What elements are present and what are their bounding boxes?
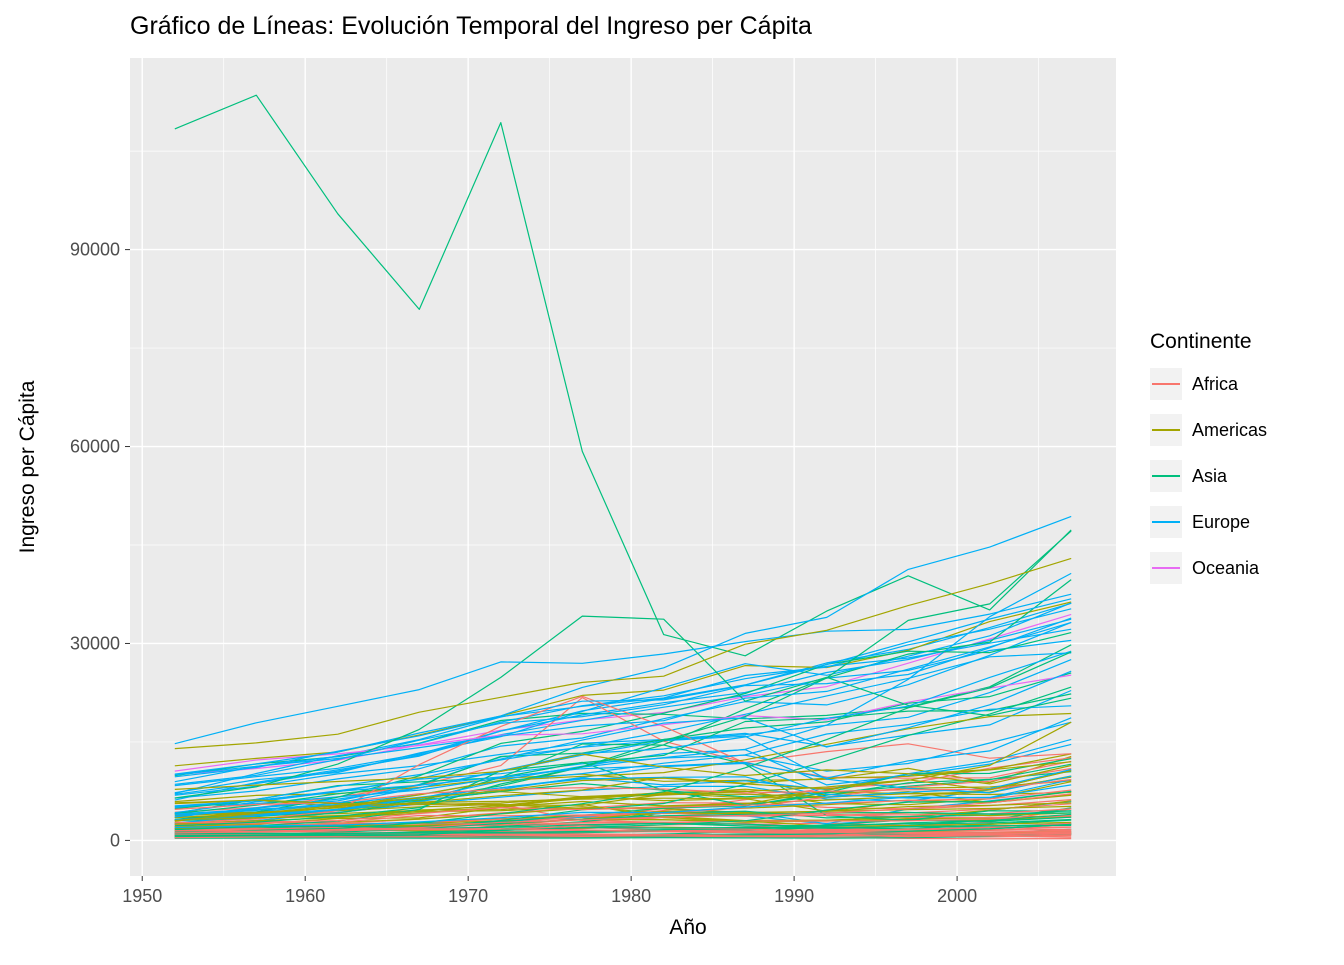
series-line-norway (174, 515, 1072, 775)
gridlines-major (130, 58, 1116, 876)
gridlines-minor (130, 58, 1116, 876)
x-tick-label: 1950 (122, 886, 162, 906)
chart-title: Gráfico de Líneas: Evolución Temporal de… (130, 12, 812, 40)
legend-line-sample (1152, 383, 1180, 385)
y-axis-tick-labels: 0 30000 60000 90000 (70, 240, 120, 851)
series-line-new-zealand (174, 674, 1072, 772)
series-lines (174, 94, 1072, 840)
series-line-switzerland (174, 593, 1072, 745)
series-line-tunisia (174, 793, 1072, 832)
series-line-israel (174, 672, 1072, 815)
series-line-puerto-rico (174, 712, 1072, 821)
legend-line-sample (1152, 429, 1180, 431)
series-line-finland (174, 621, 1072, 799)
legend-label: Americas (1192, 419, 1268, 440)
series-line-belgium (174, 618, 1072, 787)
series-line-saudi-arabia (174, 615, 1072, 799)
series-line-oman (174, 693, 1072, 829)
series-line-sudan (174, 822, 1072, 832)
legend-key-swatch (1150, 506, 1182, 538)
x-axis-title: Año (669, 916, 707, 939)
series-line-japan (174, 632, 1072, 820)
series-line-zambia (174, 828, 1072, 835)
y-axis-title: Ingreso per Cápita (16, 380, 39, 554)
legend-key-swatch (1150, 368, 1182, 400)
series-line-netherlands (174, 598, 1072, 783)
legend-item-europe: Europe (1150, 506, 1267, 538)
legend-line-sample (1152, 567, 1180, 569)
series-line-algeria (174, 799, 1072, 825)
series-line-sweden (174, 617, 1072, 785)
series-line-taiwan (174, 651, 1072, 834)
series-line-kuwait (174, 94, 1072, 657)
series-line-turkey (174, 784, 1072, 829)
legend-label: Oceania (1192, 557, 1260, 578)
series-line-myanmar (174, 833, 1072, 839)
series-line-slovak-republic (174, 717, 1072, 808)
series-line-zimbabwe (174, 834, 1072, 839)
series-line-trinidad-and-tobago (174, 721, 1072, 822)
series-line-iceland (174, 602, 1072, 794)
legend-key-swatch (1150, 552, 1182, 584)
y-tick-label: 0 (110, 830, 120, 850)
series-line-reunion (174, 789, 1072, 824)
legend-key-swatch (1150, 414, 1182, 446)
y-tick-label: 30000 (70, 633, 120, 653)
axis-tick-marks (125, 249, 958, 881)
legend-label: Asia (1192, 465, 1228, 486)
x-tick-label: 1980 (611, 886, 651, 906)
legend-label: Africa (1192, 373, 1239, 394)
legend-item-oceania: Oceania (1150, 552, 1267, 584)
series-line-romania (174, 768, 1072, 821)
series-line-spain (174, 650, 1072, 816)
series-line-mauritius (174, 767, 1072, 829)
series-line-ireland (174, 572, 1072, 807)
series-line-united-kingdom (174, 621, 1072, 776)
series-line-czech-republic (174, 689, 1072, 796)
x-tick-label: 1960 (285, 886, 325, 906)
legend-title: Continente (1150, 330, 1252, 353)
series-line-thailand (174, 790, 1072, 837)
y-tick-label: 90000 (70, 240, 120, 260)
series-line-singapore (174, 530, 1072, 827)
series-line-slovenia (174, 670, 1072, 814)
legend-key-swatch (1150, 460, 1182, 492)
series-line-united-states (174, 557, 1072, 750)
series-line-syria (174, 811, 1072, 831)
legend-label: Europe (1192, 511, 1251, 532)
series-line-poland (174, 738, 1072, 815)
series-line-venezuela (174, 753, 1072, 790)
legend: Continente Africa Americas Asia Europe Ocean… (1150, 330, 1267, 598)
x-tick-label: 1990 (774, 886, 814, 906)
series-line-italy (174, 652, 1072, 809)
legend-line-sample (1152, 521, 1180, 523)
legend-item-americas: Americas (1150, 414, 1267, 446)
series-line-el-salvador (174, 802, 1072, 821)
legend-item-asia: Asia (1150, 460, 1267, 492)
legend-item-africa: Africa (1150, 368, 1267, 400)
legend-line-sample (1152, 475, 1180, 477)
series-line-canada (174, 601, 1072, 767)
series-line-yemen-rep- (174, 824, 1072, 836)
legend-items: Africa Americas Asia Europe Oceania (1150, 368, 1267, 584)
series-line-gabon (174, 696, 1072, 813)
x-tick-label: 1970 (448, 886, 488, 906)
x-tick-label: 2000 (937, 886, 977, 906)
x-axis-tick-labels: 1950 1960 1970 1980 1990 2000 (122, 886, 977, 906)
y-tick-label: 60000 (70, 437, 120, 457)
series-line-iran (174, 761, 1072, 822)
x-axis-title-wrap: Año (0, 916, 1246, 940)
series-line-uruguay (174, 770, 1072, 806)
